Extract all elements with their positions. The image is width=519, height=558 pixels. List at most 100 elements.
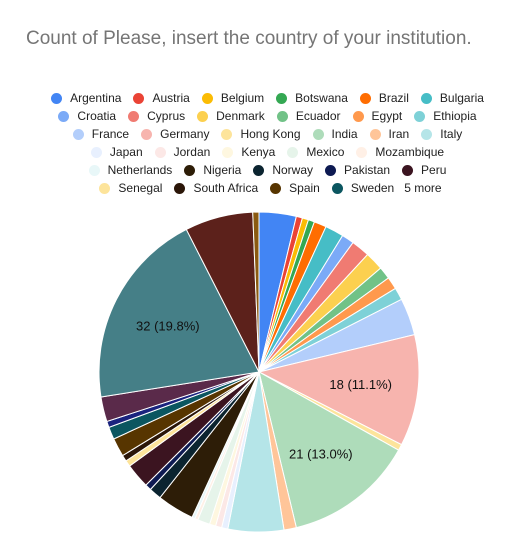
- legend-swatch: [270, 182, 282, 194]
- legend-item-botswana[interactable]: Botswana: [276, 91, 348, 105]
- legend-item-denmark[interactable]: Denmark: [197, 109, 265, 123]
- legend-item-senegal[interactable]: Senegal: [99, 181, 162, 195]
- slice-data-label: 21 (13.0%): [289, 447, 353, 462]
- legend-label: Kenya: [241, 145, 276, 159]
- legend-label: Argentina: [70, 91, 122, 105]
- legend-label: Hong Kong: [240, 127, 301, 141]
- legend-swatch: [359, 92, 371, 104]
- legend-swatch: [369, 128, 381, 140]
- legend-label: South Africa: [193, 181, 259, 195]
- legend-item-ecuador[interactable]: Ecuador: [276, 109, 341, 123]
- legend-item-kenya[interactable]: Kenya: [222, 145, 275, 159]
- pie-slice-india[interactable]: [258, 371, 400, 529]
- legend-row: Croatia Cyprus Denmark Ecuador Egypt Ethiopia: [20, 107, 515, 125]
- legend-item-egypt[interactable]: Egypt: [352, 109, 403, 123]
- legend-swatch: [184, 164, 196, 176]
- legend-swatch: [276, 92, 288, 104]
- chart-legend: Argentina Austria Belgium Botswana Brazil Bul…: [20, 89, 515, 197]
- legend-item-belgium[interactable]: Belgium: [201, 91, 265, 105]
- legend-item-italy[interactable]: Italy: [421, 127, 462, 141]
- legend-item-hong-kong[interactable]: Hong Kong: [221, 127, 301, 141]
- legend-swatch: [51, 92, 63, 104]
- legend-item-mozambique[interactable]: Mozambique: [356, 145, 444, 159]
- legend-swatch: [90, 146, 102, 158]
- legend-item-cyprus[interactable]: Cyprus: [128, 109, 185, 123]
- legend-swatch: [197, 110, 209, 122]
- legend-label: Belgium: [220, 91, 265, 105]
- legend-item-spain[interactable]: Spain: [270, 181, 320, 195]
- legend-label: Denmark: [216, 109, 265, 123]
- legend-swatch: [352, 110, 364, 122]
- legend-item-norway[interactable]: Norway: [253, 163, 313, 177]
- legend-item-croatia[interactable]: Croatia: [58, 109, 116, 123]
- pie-slice-germany[interactable]: [257, 334, 420, 446]
- legend-label: Germany: [160, 127, 210, 141]
- legend-swatch: [253, 164, 265, 176]
- legend-label: Egypt: [371, 109, 403, 123]
- legend-label: Mexico: [306, 145, 345, 159]
- legend-item-jordan[interactable]: Jordan: [154, 145, 211, 159]
- legend-row: France Germany Hong Kong India Iran Italy: [20, 125, 515, 143]
- legend-swatch: [312, 128, 324, 140]
- legend-label: Croatia: [77, 109, 117, 123]
- legend-label: Bulgaria: [439, 91, 484, 105]
- legend-item-france[interactable]: France: [72, 127, 130, 141]
- legend-item-ethiopia[interactable]: Ethiopia: [414, 109, 477, 123]
- legend-swatch: [141, 128, 153, 140]
- legend-item-bulgaria[interactable]: Bulgaria: [420, 91, 484, 105]
- legend-swatch: [420, 92, 432, 104]
- legend-label: Italy: [440, 127, 463, 141]
- legend-label: Cyprus: [147, 109, 186, 123]
- legend-label: Senegal: [118, 181, 163, 195]
- legend-swatch: [222, 146, 234, 158]
- legend-swatch: [402, 164, 414, 176]
- legend-swatch: [99, 182, 111, 194]
- legend-swatch: [58, 110, 70, 122]
- legend-label: Netherlands: [107, 163, 173, 177]
- pie-slice[interactable]: [252, 211, 260, 373]
- legend-label: Ethiopia: [433, 109, 477, 123]
- legend-label: Peru: [421, 163, 447, 177]
- legend-item-india[interactable]: India: [312, 127, 358, 141]
- legend-item-sweden[interactable]: Sweden: [331, 181, 395, 195]
- legend-item-iran[interactable]: Iran: [369, 127, 410, 141]
- legend-item-netherlands[interactable]: Netherlands: [88, 163, 173, 177]
- legend-label: Japan: [109, 145, 143, 159]
- legend-swatch: [356, 146, 368, 158]
- legend-swatch: [287, 146, 299, 158]
- legend-item-pakistan[interactable]: Pakistan: [325, 163, 390, 177]
- legend-more-button[interactable]: 5 more: [404, 181, 442, 195]
- legend-item-peru[interactable]: Peru: [402, 163, 446, 177]
- legend-label: Iran: [388, 127, 410, 141]
- legend-item-mexico[interactable]: Mexico: [287, 145, 344, 159]
- legend-label: Jordan: [173, 145, 211, 159]
- legend-swatch: [421, 128, 433, 140]
- chart-title: Count of Please, insert the country of y…: [26, 28, 472, 49]
- legend-label: Pakistan: [344, 163, 391, 177]
- legend-label: Ecuador: [295, 109, 341, 123]
- legend-label: Brazil: [378, 91, 409, 105]
- legend-item-japan[interactable]: Japan: [90, 145, 143, 159]
- legend-item-argentina[interactable]: Argentina: [51, 91, 121, 105]
- slice-data-label: 32 (19.8%): [136, 319, 200, 334]
- legend-label: France: [91, 127, 130, 141]
- legend-item-austria[interactable]: Austria: [133, 91, 190, 105]
- legend-swatch: [221, 128, 233, 140]
- legend-row: Japan Jordan Kenya Mexico Mozambique: [20, 143, 515, 161]
- legend-label: Mozambique: [375, 145, 445, 159]
- legend-swatch: [72, 128, 84, 140]
- legend-item-south-africa[interactable]: South Africa: [174, 181, 258, 195]
- legend-item-nigeria[interactable]: Nigeria: [184, 163, 241, 177]
- legend-swatch: [201, 92, 213, 104]
- legend-item-brazil[interactable]: Brazil: [359, 91, 409, 105]
- legend-label: Norway: [272, 163, 314, 177]
- legend-label: Sweden: [350, 181, 395, 195]
- legend-label: Spain: [289, 181, 320, 195]
- legend-label: Austria: [152, 91, 190, 105]
- pie-slice[interactable]: [98, 228, 260, 398]
- legend-swatch: [154, 146, 166, 158]
- legend-item-germany[interactable]: Germany: [141, 127, 209, 141]
- legend-swatch: [325, 164, 337, 176]
